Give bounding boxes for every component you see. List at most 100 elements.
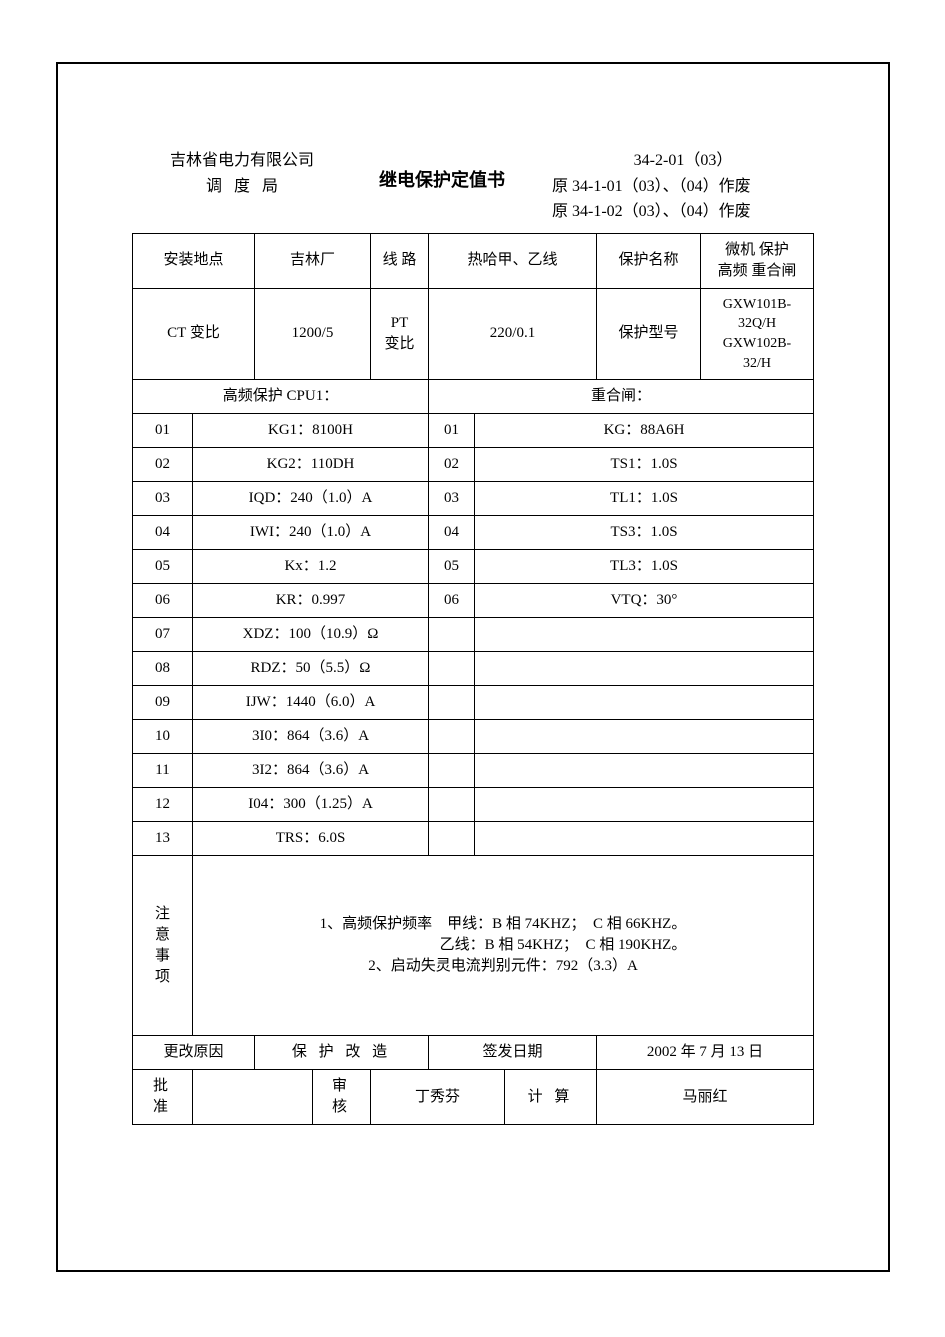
left-row-num: 01: [133, 414, 193, 448]
left-row-num: 08: [133, 652, 193, 686]
right-row-num: [429, 754, 475, 788]
right-row-num: [429, 618, 475, 652]
content: 吉林省电力有限公司 调度局 继电保护定值书 34-2-01（03） 原 34-1…: [132, 148, 814, 1125]
right-row-val: [475, 686, 814, 720]
left-row-num: 09: [133, 686, 193, 720]
pt-label: PT 变比: [371, 288, 429, 379]
header: 吉林省电力有限公司 调度局 继电保护定值书 34-2-01（03） 原 34-1…: [132, 148, 814, 225]
right-row-val: [475, 652, 814, 686]
left-row-num: 07: [133, 618, 193, 652]
right-row-val: TS3：1.0S: [475, 516, 814, 550]
left-row-num: 02: [133, 448, 193, 482]
doc-title: 继电保护定值书: [352, 148, 532, 192]
bureau: 调度局: [132, 174, 352, 200]
info-row-2: CT 变比 1200/5 PT 变比 220/0.1 保护型号 GXW101B-…: [133, 288, 814, 379]
right-row-val: [475, 788, 814, 822]
footer-row-2: 批 准 审 核 丁秀芬 计 算 马丽红: [133, 1070, 814, 1125]
line-value: 热哈甲、乙线: [429, 233, 597, 288]
main-table: 安装地点 吉林厂 线 路 热哈甲、乙线 保护名称 微机 保护 高频 重合闸 CT…: [132, 233, 814, 1125]
left-row-val: KG1：8100H: [193, 414, 429, 448]
approve-label: 批 准: [133, 1070, 193, 1125]
right-row-num: [429, 686, 475, 720]
data-row: 12I04：300（1.25）A: [133, 788, 814, 822]
left-row-num: 04: [133, 516, 193, 550]
review-label: 审 核: [313, 1070, 371, 1125]
left-row-val: I04：300（1.25）A: [193, 788, 429, 822]
notes-line-3: 2、启动失灵电流判别元件：792（3.3）A: [201, 956, 805, 977]
left-row-val: RDZ：50（5.5）Ω: [193, 652, 429, 686]
model-value: GXW101B-32Q/H GXW102B-32/H: [701, 288, 814, 379]
right-row-val: [475, 754, 814, 788]
left-row-val: IJW：1440（6.0）A: [193, 686, 429, 720]
right-row-num: 04: [429, 516, 475, 550]
left-row-num: 10: [133, 720, 193, 754]
left-row-val: KG2：110DH: [193, 448, 429, 482]
notes-content: 1、高频保护频率 甲线：B 相 74KHZ； C 相 66KHZ。 乙线：B 相…: [193, 856, 814, 1036]
right-row-val: [475, 822, 814, 856]
footer-row-1: 更改原因 保 护 改 造 签发日期 2002 年 7 月 13 日: [133, 1036, 814, 1070]
install-loc: 吉林厂: [255, 233, 371, 288]
left-row-val: IQD：240（1.0）A: [193, 482, 429, 516]
left-row-val: KR：0.997: [193, 584, 429, 618]
review-value: 丁秀芬: [371, 1070, 505, 1125]
section-heads: 高频保护 CPU1： 重合闸：: [133, 380, 814, 414]
model-label: 保护型号: [597, 288, 701, 379]
change-reason-label: 更改原因: [133, 1036, 255, 1070]
left-row-num: 13: [133, 822, 193, 856]
right-section-head: 重合闸：: [429, 380, 814, 414]
right-row-val: [475, 618, 814, 652]
issue-date-label: 签发日期: [429, 1036, 597, 1070]
left-row-val: XDZ：100（10.9）Ω: [193, 618, 429, 652]
right-row-val: [475, 720, 814, 754]
data-row: 103I0：864（3.6）A: [133, 720, 814, 754]
right-row-num: 01: [429, 414, 475, 448]
approve-value: [193, 1070, 313, 1125]
protect-name: 微机 保护 高频 重合闸: [701, 233, 814, 288]
header-right: 34-2-01（03） 原 34-1-01（03）、（04）作废 原 34-1-…: [532, 148, 814, 225]
right-row-num: [429, 788, 475, 822]
left-row-num: 03: [133, 482, 193, 516]
data-row: 03IQD：240（1.0）A03TL1：1.0S: [133, 482, 814, 516]
data-row: 07XDZ：100（10.9）Ω: [133, 618, 814, 652]
left-row-num: 06: [133, 584, 193, 618]
left-row-num: 12: [133, 788, 193, 822]
calc-value: 马丽红: [597, 1070, 814, 1125]
right-row-num: [429, 652, 475, 686]
notes-row: 注 意 事 项 1、高频保护频率 甲线：B 相 74KHZ； C 相 66KHZ…: [133, 856, 814, 1036]
data-row: 04IWI：240（1.0）A04TS3：1.0S: [133, 516, 814, 550]
right-row-num: 03: [429, 482, 475, 516]
left-row-val: Kx：1.2: [193, 550, 429, 584]
right-row-num: 06: [429, 584, 475, 618]
protect-name-label: 保护名称: [597, 233, 701, 288]
data-row: 05Kx：1.205TL3：1.0S: [133, 550, 814, 584]
notes-line-2: 乙线：B 相 54KHZ； C 相 190KHZ。: [201, 935, 805, 956]
notes-label: 注 意 事 项: [133, 856, 193, 1036]
data-row: 01KG1：8100H01KG：88A6H: [133, 414, 814, 448]
left-section-head: 高频保护 CPU1：: [133, 380, 429, 414]
right-row-val: TL1：1.0S: [475, 482, 814, 516]
calc-label: 计 算: [505, 1070, 597, 1125]
company-name: 吉林省电力有限公司: [132, 148, 352, 174]
left-row-val: IWI：240（1.0）A: [193, 516, 429, 550]
left-row-val: TRS：6.0S: [193, 822, 429, 856]
obsolete-1: 原 34-1-01（03）、（04）作废: [552, 178, 751, 195]
notes-line-1: 1、高频保护频率 甲线：B 相 74KHZ； C 相 66KHZ。: [201, 914, 805, 935]
right-row-num: [429, 720, 475, 754]
pt-value: 220/0.1: [429, 288, 597, 379]
ct-value: 1200/5: [255, 288, 371, 379]
left-row-val: 3I2：864（3.6）A: [193, 754, 429, 788]
right-row-num: 02: [429, 448, 475, 482]
change-reason: 保 护 改 造: [255, 1036, 429, 1070]
right-row-num: 05: [429, 550, 475, 584]
ct-label: CT 变比: [133, 288, 255, 379]
doc-code: 34-2-01（03）: [552, 148, 814, 174]
right-row-val: TS1：1.0S: [475, 448, 814, 482]
data-row: 02KG2：110DH02TS1：1.0S: [133, 448, 814, 482]
data-row: 13TRS：6.0S: [133, 822, 814, 856]
left-row-val: 3I0：864（3.6）A: [193, 720, 429, 754]
data-row: 09IJW：1440（6.0）A: [133, 686, 814, 720]
header-left: 吉林省电力有限公司 调度局: [132, 148, 352, 199]
right-row-val: KG：88A6H: [475, 414, 814, 448]
data-row: 08RDZ：50（5.5）Ω: [133, 652, 814, 686]
right-row-val: VTQ：30°: [475, 584, 814, 618]
